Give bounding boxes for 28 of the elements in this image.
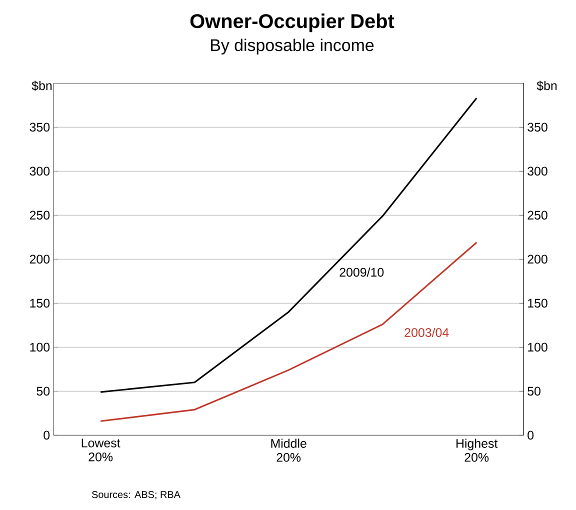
series-label: 2003/04 (404, 328, 449, 337)
source-note: Sources: ABS; RBA (92, 491, 180, 500)
y2-tick-label: 250 (528, 210, 548, 220)
x-tick-label: Highest 20% (456, 438, 498, 462)
y2-tick-label: 0 (528, 430, 534, 440)
y2-tick-label: 150 (528, 298, 548, 308)
chart-title: Owner-Occupier Debt (190, 14, 394, 32)
y2-tick-label: 350 (528, 122, 548, 132)
line-series (100, 97, 478, 393)
y-tick-label: 300 (30, 166, 50, 176)
y-tick-label: 50 (36, 386, 50, 396)
y-tick-label: 150 (30, 298, 50, 308)
y2-tick-label: 100 (528, 342, 548, 352)
y-tick-label: 100 (30, 342, 50, 352)
line-series (100, 242, 478, 422)
y2-tick-label: 50 (528, 386, 540, 396)
y-tick-label: 350 (30, 122, 50, 132)
y2-tick-label: 200 (528, 254, 548, 264)
series-label: 2009/10 (340, 268, 384, 277)
y2-tick-label: 300 (528, 166, 548, 176)
x-tick-label: Middle 20% (271, 438, 306, 462)
chart-subtitle: By disposable income (211, 38, 374, 55)
y2-axis-title: $bn (536, 80, 557, 91)
x-tick-label: Lowest 20% (82, 438, 120, 462)
y-tick-label: 200 (30, 254, 50, 264)
y-tick-label: 250 (30, 210, 50, 220)
y-axis-title: $bn (32, 80, 52, 91)
y-tick-label: 0 (44, 430, 50, 440)
